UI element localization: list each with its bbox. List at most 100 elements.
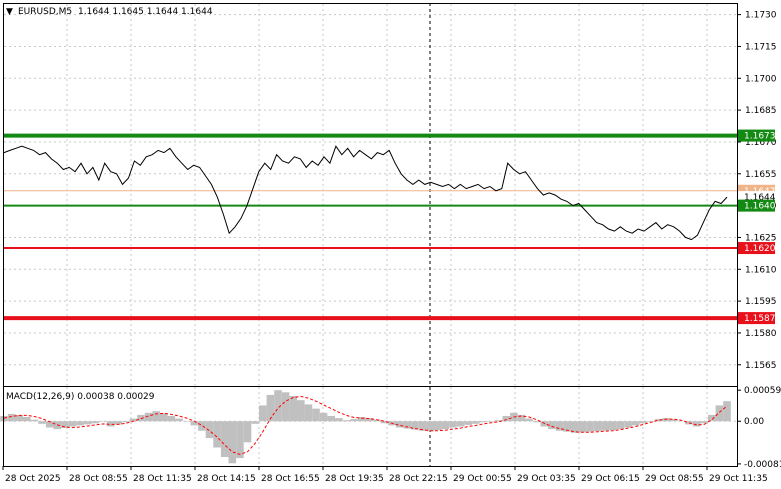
time-axis[interactable]: 28 Oct 2025 28 Oct 08:55 28 Oct 11:35 28 Oc… bbox=[2, 466, 768, 484]
time-label: 28 Oct 22:15 bbox=[389, 474, 448, 484]
price-tick-label: 1.1595 bbox=[745, 297, 777, 307]
macd-bar bbox=[213, 421, 221, 448]
macd-bar bbox=[76, 421, 84, 426]
macd-bar bbox=[426, 421, 434, 432]
macd-bar bbox=[380, 421, 389, 424]
price-tick-label: 1.1580 bbox=[745, 329, 777, 339]
level-tag-1-1620-bg bbox=[738, 242, 775, 255]
level-tag-1-1587-bg bbox=[738, 312, 775, 325]
symbol-arrow-icon[interactable]: ▼ bbox=[6, 7, 13, 17]
price-tick-label: 1.1715 bbox=[745, 42, 777, 52]
macd-bar bbox=[228, 421, 237, 464]
plot-area bbox=[3, 3, 738, 467]
macd-bar bbox=[487, 421, 495, 422]
macd-bar bbox=[479, 421, 488, 423]
macd-bar bbox=[175, 418, 183, 422]
macd-bar bbox=[45, 421, 54, 428]
macd-bar bbox=[312, 408, 320, 422]
macd-bar bbox=[236, 421, 244, 459]
macd-bar bbox=[251, 421, 259, 424]
macd-bar bbox=[7, 413, 16, 422]
macd-bar bbox=[152, 411, 160, 422]
macd-tick-label: -0.00081 bbox=[744, 460, 781, 470]
macd-bar bbox=[365, 418, 374, 422]
time-label: 29 Oct 08:55 bbox=[645, 474, 704, 484]
macd-bar bbox=[593, 421, 602, 432]
macd-bar bbox=[502, 416, 511, 422]
price-tick-label: 1.1685 bbox=[745, 106, 777, 116]
macd-bar bbox=[434, 421, 442, 431]
level-tag-1-1640: 1.1640 bbox=[744, 202, 776, 212]
price-tick-label: 1.1730 bbox=[745, 11, 777, 21]
level-tag-1-1587: 1.1587 bbox=[744, 314, 776, 324]
price-tick-label: 1.1655 bbox=[745, 170, 777, 180]
macd-bar bbox=[411, 421, 419, 430]
macd-signal-line bbox=[3, 395, 728, 455]
macd-bar bbox=[304, 404, 313, 422]
price-tick-label: 1.1700 bbox=[745, 74, 777, 84]
macd-tick-label: 0.00059 bbox=[744, 386, 781, 396]
macd-bar bbox=[456, 421, 465, 427]
macd-bar bbox=[335, 418, 343, 422]
macd-bar bbox=[578, 421, 587, 433]
macd-bar bbox=[677, 420, 686, 422]
macd-bar bbox=[540, 421, 549, 427]
macd-bar bbox=[350, 419, 358, 422]
macd-bar bbox=[198, 421, 206, 431]
macd-bar bbox=[30, 419, 39, 422]
macd-bar bbox=[464, 421, 472, 425]
macd-bar bbox=[403, 421, 412, 429]
macd-bar bbox=[357, 417, 366, 422]
macd-bar bbox=[692, 421, 701, 427]
macd-bar bbox=[99, 421, 107, 422]
time-label: 28 Oct 08:55 bbox=[69, 474, 128, 484]
macd-bar bbox=[525, 418, 533, 422]
macd-bar bbox=[571, 421, 579, 433]
macd-bar bbox=[586, 421, 594, 432]
macd-bar bbox=[205, 421, 214, 439]
macd-bar bbox=[342, 420, 351, 422]
price-series-line bbox=[3, 145, 728, 241]
macd-bar bbox=[685, 421, 693, 425]
macd-bar bbox=[631, 421, 640, 426]
price-tick-label: 1.1625 bbox=[745, 233, 777, 243]
macd-bar bbox=[15, 414, 23, 422]
macd-bar bbox=[449, 421, 457, 428]
macd-bar bbox=[91, 421, 100, 424]
macd-bar bbox=[418, 421, 427, 431]
macd-histogram bbox=[0, 390, 731, 464]
time-label: 29 Oct 06:15 bbox=[581, 474, 640, 484]
macd-bar bbox=[319, 412, 328, 422]
macd-bar bbox=[129, 418, 138, 422]
macd-bar bbox=[723, 401, 731, 422]
macd-header: MACD(12,26,9) 0.00038 0.00029 bbox=[6, 392, 155, 402]
macd-bar bbox=[708, 414, 716, 422]
macd-bar bbox=[38, 421, 46, 424]
macd-bar bbox=[114, 421, 122, 425]
macd-bar bbox=[243, 421, 252, 443]
macd-bar bbox=[601, 421, 609, 431]
level-tag-1-1640-bg bbox=[738, 199, 775, 212]
macd-bar bbox=[266, 394, 275, 422]
ohlc-values: 1.1644 1.1645 1.1644 1.1644 bbox=[78, 7, 213, 17]
macd-bar bbox=[68, 421, 77, 427]
macd-bar bbox=[616, 421, 625, 430]
macd-bar bbox=[297, 400, 305, 422]
time-label: 29 Oct 11:35 bbox=[709, 474, 768, 484]
macd-bar bbox=[624, 421, 632, 428]
time-label: 28 Oct 19:35 bbox=[325, 474, 384, 484]
macd-bar bbox=[274, 390, 282, 422]
macd-bar bbox=[220, 421, 229, 457]
macd-bar bbox=[494, 420, 503, 422]
macd-bar bbox=[639, 421, 648, 424]
macd-bar bbox=[160, 413, 168, 422]
macd-bar bbox=[144, 412, 153, 422]
macd-bar bbox=[327, 416, 335, 422]
macd-bar bbox=[517, 414, 526, 422]
macd-bar bbox=[647, 421, 655, 422]
macd-bar bbox=[23, 417, 31, 422]
macd-bar bbox=[609, 421, 617, 431]
